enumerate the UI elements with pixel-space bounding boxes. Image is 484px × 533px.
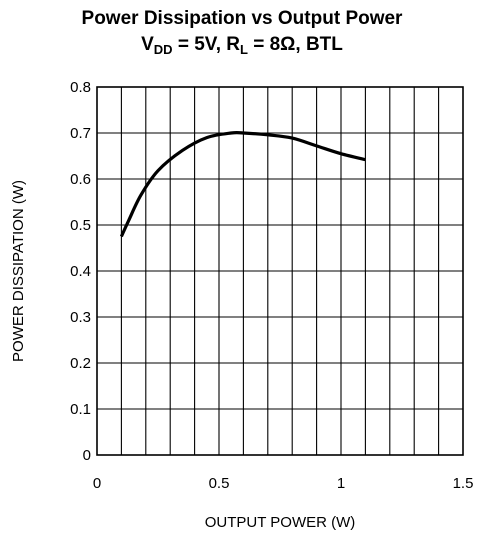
y-tick-label: 0.3 xyxy=(70,309,91,326)
x-tick-labels: 0 0.5 1 1.5 xyxy=(93,475,474,492)
x-tick-label: 1.5 xyxy=(453,475,474,492)
y-tick-label: 0.6 xyxy=(70,171,91,188)
vdd-value: = 5V, R xyxy=(172,34,240,55)
plot-frame xyxy=(96,86,464,456)
chart-title: Power Dissipation vs Output Power xyxy=(81,8,403,29)
vdd-subscript: DD xyxy=(153,42,173,57)
x-tick-label: 0.5 xyxy=(209,475,230,492)
y-tick-label: 0.5 xyxy=(70,217,91,234)
x-axis-label: OUTPUT POWER (W) xyxy=(205,514,356,531)
y-tick-label: 0.2 xyxy=(70,355,91,372)
y-axis-label: POWER DISSIPATION (W) xyxy=(10,180,27,362)
y-tick-labels: 0 0.1 0.2 0.3 0.4 0.5 0.6 0.7 0.8 xyxy=(70,79,91,464)
subtitle-rest: = 8Ω, BTL xyxy=(247,34,343,55)
chart-subtitle: VDD = 5V, RL = 8Ω, BTL xyxy=(0,34,484,57)
y-tick-label: 0.1 xyxy=(70,401,91,418)
y-tick-label: 0.7 xyxy=(70,125,91,142)
grid-lines xyxy=(97,87,463,455)
x-tick-label: 1 xyxy=(337,475,345,492)
series-line xyxy=(119,130,366,238)
y-tick-label: 0.8 xyxy=(70,79,91,96)
x-tick-label: 0 xyxy=(93,475,101,492)
vdd-prefix: V xyxy=(141,34,154,55)
y-tick-label: 0 xyxy=(83,447,91,464)
rl-subscript: L xyxy=(240,42,248,57)
y-tick-label: 0.4 xyxy=(70,263,91,280)
series-group xyxy=(119,130,366,238)
